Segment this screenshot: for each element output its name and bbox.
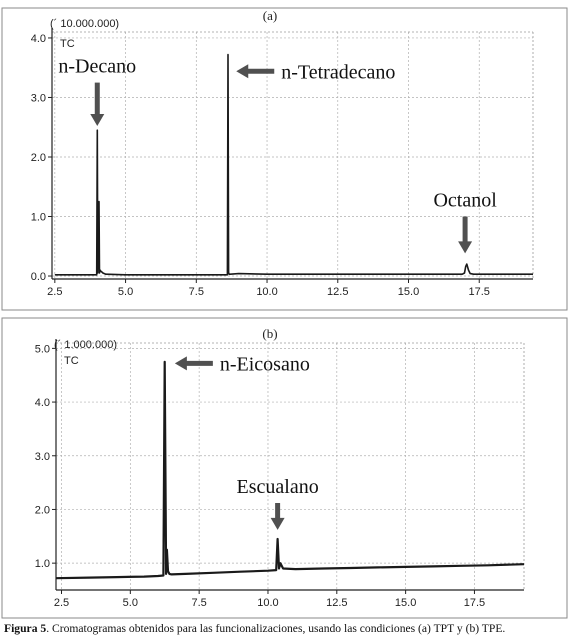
- y-tick-label: 4.0: [35, 397, 50, 409]
- arrowhead-n-tetradecano: [236, 64, 249, 79]
- x-tick-label: 12.5: [326, 597, 347, 609]
- trace-label: TC: [60, 38, 75, 50]
- arrowhead-octanol: [458, 241, 473, 254]
- y-tick-label: 5.0: [35, 343, 50, 355]
- x-tick-label: 17.5: [469, 286, 490, 298]
- grid: [56, 343, 524, 590]
- multiplier-label: (´ 10.000.000): [50, 18, 119, 30]
- annotation-octanol: Octanol: [433, 190, 497, 212]
- x-tick-label: 5.0: [123, 597, 138, 609]
- chart-panel-b: (b) (´ 1.000.000) 2.5 5.0 7.5 10.0 12.5 15.0 17.…: [1, 317, 568, 619]
- caption-text: . Cromatogramas obtenidos para las funci…: [46, 622, 506, 635]
- x-tick-label: 7.5: [192, 597, 207, 609]
- annotation-escualano: Escualano: [237, 476, 319, 498]
- y-tick-label: 4.0: [31, 33, 46, 45]
- y-tick-label: 3.0: [31, 92, 46, 104]
- annotation-n-tetradecano: n-Tetradecano: [281, 61, 395, 83]
- caption-label: Figura 5: [4, 622, 47, 635]
- x-tick-label: 10.0: [257, 597, 278, 609]
- figure-caption: Figura 5. Cromatogramas obtenidos para l…: [4, 622, 570, 635]
- chromatogram-trace: [54, 53, 533, 276]
- y-tick-label: 2.0: [31, 152, 46, 164]
- arrowhead-n-eicosano: [174, 356, 187, 371]
- multiplier-label: (´ 1.000.000): [54, 339, 117, 351]
- panel-frame: [1, 317, 568, 619]
- x-tick-label: 7.5: [189, 286, 204, 298]
- x-tick-label: 17.5: [464, 597, 485, 609]
- panel-label: (a): [263, 8, 277, 23]
- arrowhead-escualano: [270, 517, 285, 530]
- y-tick-label: 1.0: [35, 558, 50, 570]
- x-tick-label: 15.0: [398, 286, 419, 298]
- x-tick-label: 10.0: [256, 286, 277, 298]
- trace-label: TC: [64, 355, 79, 367]
- y-tick-label: 3.0: [35, 451, 50, 463]
- x-tick-label: 5.0: [118, 286, 133, 298]
- panel-label: (b): [262, 326, 277, 341]
- arrowhead-n-decano: [90, 114, 105, 127]
- chart-panel-a: (a) (´ 10.000.000) 2.5 5.0 7.5 10.0 12.5 15.0 17…: [1, 7, 568, 311]
- annotation-n-decano: n-Decano: [58, 56, 136, 78]
- x-tick-label: 15.0: [395, 597, 416, 609]
- x-tick-label: 2.5: [47, 286, 62, 298]
- annotation-n-eicosano: n-Eicosano: [220, 353, 310, 375]
- y-tick-label: 1.0: [31, 212, 46, 224]
- chromatogram-trace: [55, 360, 525, 580]
- y-tick-label: 0.0: [31, 271, 46, 283]
- chromatogram-figure: (a) (´ 10.000.000) 2.5 5.0 7.5 10.0 12.5 15.0 17…: [1, 7, 568, 619]
- panel-frame: [1, 7, 568, 311]
- x-tick-label: 2.5: [54, 597, 69, 609]
- x-tick-label: 12.5: [327, 286, 348, 298]
- y-tick-label: 2.0: [35, 504, 50, 516]
